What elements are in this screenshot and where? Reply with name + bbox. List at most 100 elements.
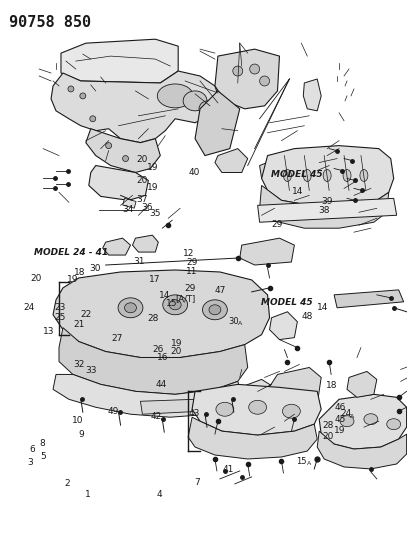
Text: 29: 29 bbox=[186, 259, 197, 267]
Text: MODEL 45: MODEL 45 bbox=[261, 298, 313, 307]
Text: 13: 13 bbox=[43, 327, 54, 336]
Text: 44: 44 bbox=[155, 380, 166, 389]
Polygon shape bbox=[215, 49, 279, 109]
Ellipse shape bbox=[360, 169, 368, 181]
Polygon shape bbox=[188, 417, 317, 459]
Text: MODEL 45: MODEL 45 bbox=[271, 170, 322, 179]
Text: 34: 34 bbox=[122, 205, 133, 214]
Polygon shape bbox=[257, 198, 397, 222]
Ellipse shape bbox=[249, 400, 266, 414]
Text: 20: 20 bbox=[137, 175, 148, 184]
Polygon shape bbox=[103, 238, 131, 255]
Text: 15: 15 bbox=[296, 457, 307, 466]
Circle shape bbox=[259, 76, 270, 86]
Text: A: A bbox=[238, 321, 242, 326]
Text: 49: 49 bbox=[108, 407, 119, 416]
Text: 10: 10 bbox=[72, 416, 84, 425]
Text: 17: 17 bbox=[149, 274, 161, 284]
Polygon shape bbox=[347, 372, 377, 397]
Text: 14: 14 bbox=[317, 303, 328, 312]
Polygon shape bbox=[86, 129, 160, 173]
Polygon shape bbox=[53, 375, 242, 417]
Text: 1: 1 bbox=[84, 490, 90, 499]
Text: 39: 39 bbox=[321, 197, 333, 206]
Text: A: A bbox=[350, 414, 355, 418]
Text: 4: 4 bbox=[156, 490, 162, 499]
Bar bbox=[123, 198, 136, 208]
Polygon shape bbox=[317, 431, 407, 469]
Text: 48: 48 bbox=[302, 312, 313, 321]
Circle shape bbox=[68, 86, 74, 92]
Text: 22: 22 bbox=[81, 310, 92, 319]
Text: 20: 20 bbox=[31, 274, 42, 283]
Text: 42: 42 bbox=[151, 411, 162, 421]
Text: 29: 29 bbox=[184, 284, 196, 293]
Text: 38: 38 bbox=[319, 206, 330, 215]
Text: 2: 2 bbox=[64, 479, 70, 488]
Text: 20: 20 bbox=[323, 432, 334, 441]
Text: MODEL 24 - 41: MODEL 24 - 41 bbox=[34, 248, 108, 257]
Text: 7: 7 bbox=[194, 478, 200, 487]
Ellipse shape bbox=[387, 419, 401, 430]
Text: 27: 27 bbox=[112, 334, 123, 343]
Text: 45: 45 bbox=[334, 415, 346, 424]
Text: [A/T]: [A/T] bbox=[175, 294, 196, 303]
Text: 9: 9 bbox=[78, 430, 84, 439]
Polygon shape bbox=[51, 71, 220, 143]
Ellipse shape bbox=[183, 91, 207, 111]
Text: 41: 41 bbox=[222, 465, 234, 473]
Text: 35: 35 bbox=[150, 209, 161, 218]
Text: 23: 23 bbox=[54, 303, 65, 312]
Text: 33: 33 bbox=[86, 366, 97, 375]
Text: 19: 19 bbox=[146, 183, 158, 192]
Polygon shape bbox=[192, 384, 321, 435]
Text: 26: 26 bbox=[152, 345, 164, 354]
Text: 43: 43 bbox=[188, 409, 200, 418]
Text: 19: 19 bbox=[146, 164, 158, 172]
Text: 28: 28 bbox=[323, 421, 334, 430]
Polygon shape bbox=[264, 367, 321, 414]
Ellipse shape bbox=[169, 300, 181, 310]
Ellipse shape bbox=[364, 414, 378, 425]
Ellipse shape bbox=[209, 305, 221, 315]
Text: 46: 46 bbox=[334, 403, 346, 412]
Text: 14: 14 bbox=[160, 291, 171, 300]
Text: 11: 11 bbox=[186, 267, 197, 276]
Text: 6: 6 bbox=[29, 445, 35, 454]
Text: 30: 30 bbox=[228, 317, 239, 326]
Ellipse shape bbox=[216, 402, 234, 416]
Circle shape bbox=[250, 64, 259, 74]
Text: 19: 19 bbox=[334, 426, 346, 435]
Ellipse shape bbox=[202, 300, 227, 320]
Text: 47: 47 bbox=[215, 286, 226, 295]
Text: 18: 18 bbox=[74, 268, 85, 277]
Text: 5: 5 bbox=[40, 452, 46, 461]
Text: 20: 20 bbox=[136, 156, 148, 164]
Circle shape bbox=[90, 116, 96, 122]
Ellipse shape bbox=[124, 303, 136, 313]
Text: 21: 21 bbox=[73, 320, 85, 329]
Circle shape bbox=[122, 156, 129, 161]
Text: 31: 31 bbox=[133, 257, 144, 265]
Polygon shape bbox=[59, 328, 248, 394]
Polygon shape bbox=[334, 290, 404, 308]
Polygon shape bbox=[240, 238, 295, 265]
Circle shape bbox=[106, 143, 112, 149]
Polygon shape bbox=[215, 149, 248, 173]
Text: 12: 12 bbox=[183, 249, 195, 259]
Text: 36: 36 bbox=[141, 203, 153, 212]
Polygon shape bbox=[133, 235, 158, 252]
Text: 28: 28 bbox=[147, 314, 159, 323]
Text: 19: 19 bbox=[171, 339, 182, 348]
Polygon shape bbox=[319, 394, 407, 449]
Polygon shape bbox=[259, 158, 284, 181]
Circle shape bbox=[233, 66, 243, 76]
Text: 20: 20 bbox=[171, 347, 182, 356]
Ellipse shape bbox=[284, 169, 291, 181]
Polygon shape bbox=[303, 79, 321, 111]
Polygon shape bbox=[259, 185, 389, 228]
Ellipse shape bbox=[199, 101, 217, 117]
Text: A: A bbox=[306, 461, 311, 466]
Text: 24: 24 bbox=[340, 409, 351, 418]
Polygon shape bbox=[61, 39, 178, 83]
